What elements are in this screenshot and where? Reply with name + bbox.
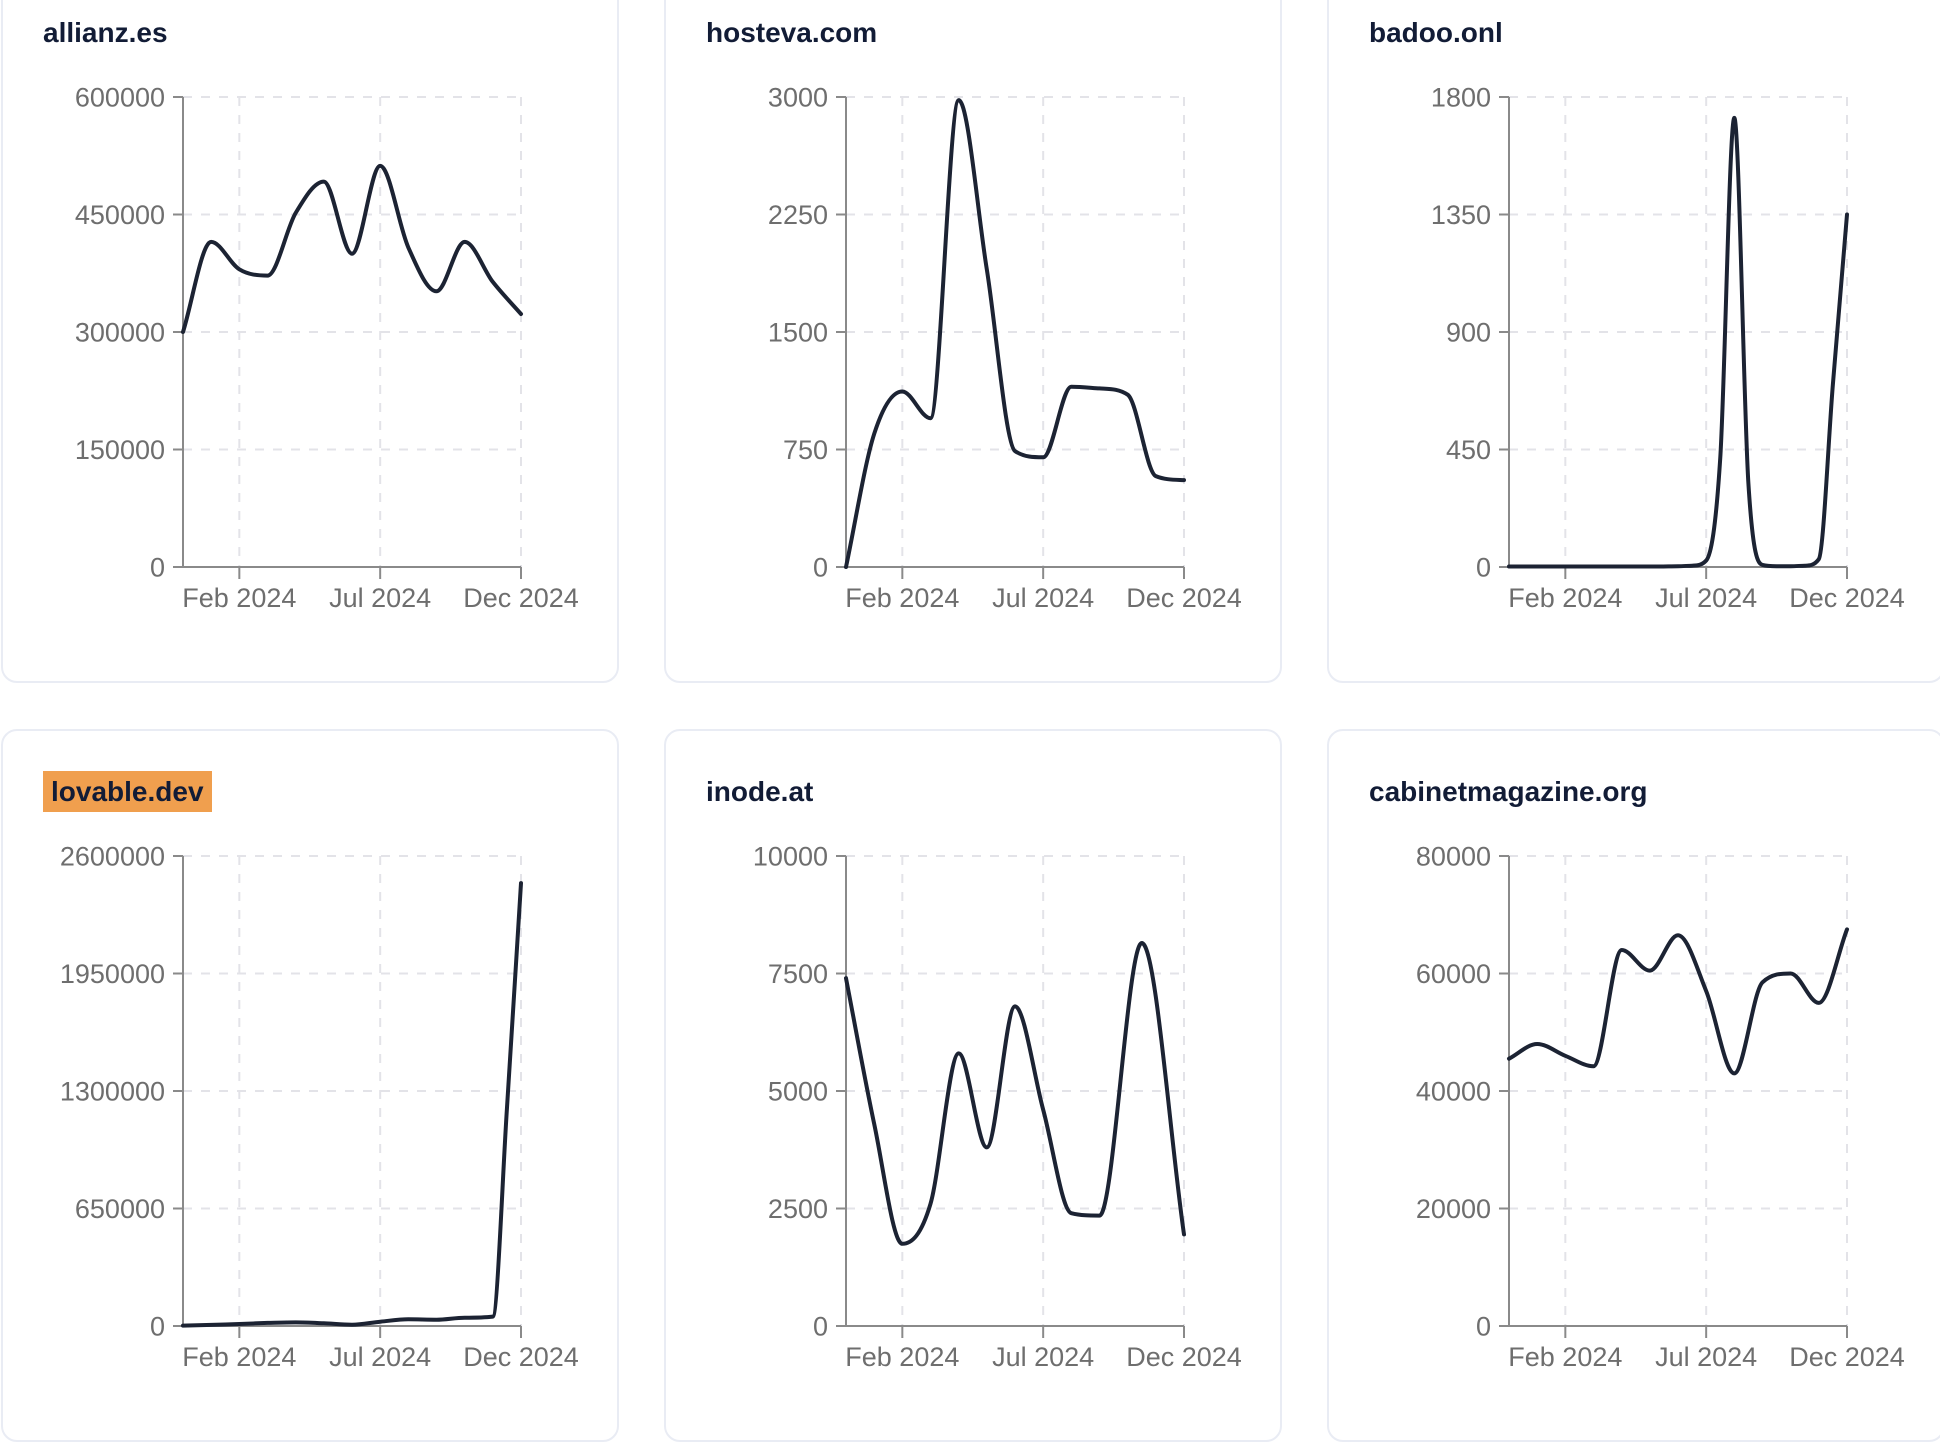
x-tick-label: Jul 2024 bbox=[329, 583, 431, 612]
x-tick-label: Feb 2024 bbox=[182, 1342, 296, 1371]
x-tick-label: Feb 2024 bbox=[1508, 583, 1622, 612]
x-tick-label: Dec 2024 bbox=[1126, 583, 1242, 612]
domain-title-text[interactable]: cabinetmagazine.org bbox=[1369, 776, 1648, 807]
y-tick-label: 1500 bbox=[768, 317, 828, 347]
traffic-line-chart: 0 650000 1300000 1950000 2600000 Feb 2024 Jul … bbox=[60, 841, 579, 1371]
y-tick-label: 60000 bbox=[1416, 959, 1491, 989]
y-tick-label: 0 bbox=[150, 552, 165, 582]
domain-title-text[interactable]: hosteva.com bbox=[706, 17, 878, 48]
x-tick-label: Feb 2024 bbox=[845, 1342, 959, 1371]
y-tick-label: 1800 bbox=[1431, 82, 1491, 112]
y-tick-label: 0 bbox=[1476, 552, 1491, 582]
y-tick-label: 0 bbox=[813, 1311, 828, 1341]
series-line bbox=[181, 163, 523, 334]
x-tick-label: Jul 2024 bbox=[992, 583, 1094, 612]
traffic-line-chart: 0 450 900 1350 1800 Feb 2024 Jul 2024 Dec 2024 bbox=[1431, 82, 1905, 612]
y-tick-label: 10000 bbox=[753, 841, 828, 871]
y-tick-label: 0 bbox=[150, 1311, 165, 1341]
y-tick-label: 1350 bbox=[1431, 200, 1491, 230]
y-tick-label: 300000 bbox=[75, 317, 165, 347]
x-tick-label: Dec 2024 bbox=[1789, 1342, 1905, 1371]
y-tick-label: 750 bbox=[783, 435, 828, 465]
domain-title-text[interactable]: lovable.dev bbox=[43, 771, 212, 812]
x-tick-label: Dec 2024 bbox=[463, 1342, 579, 1371]
x-tick-label: Jul 2024 bbox=[992, 1342, 1094, 1371]
x-tick-label: Dec 2024 bbox=[463, 583, 579, 612]
domain-card-badoo[interactable]: badoo.onl 0 450 900 1350 1800 Feb 2024 Jul 202… bbox=[1327, 0, 1940, 683]
domain-title: lovable.dev bbox=[43, 771, 212, 812]
series-line bbox=[1507, 115, 1849, 569]
y-tick-label: 650000 bbox=[75, 1194, 165, 1224]
traffic-line-chart: 0 20000 40000 60000 80000 Feb 2024 Jul 2024 Dec… bbox=[1416, 841, 1905, 1371]
domain-title: cabinetmagazine.org bbox=[1369, 775, 1648, 809]
series-line bbox=[181, 881, 523, 1328]
traffic-line-chart: 0 750 1500 2250 3000 Feb 2024 Jul 2024 Dec 2024 bbox=[768, 82, 1242, 612]
series-line bbox=[844, 941, 1186, 1246]
x-tick-label: Dec 2024 bbox=[1789, 583, 1905, 612]
y-tick-label: 0 bbox=[813, 552, 828, 582]
y-tick-label: 900 bbox=[1446, 317, 1491, 347]
y-tick-label: 2500 bbox=[768, 1194, 828, 1224]
traffic-line-chart: 0 2500 5000 7500 10000 Feb 2024 Jul 2024 Dec 20… bbox=[753, 841, 1242, 1371]
domain-title: badoo.onl bbox=[1369, 16, 1503, 50]
series-line bbox=[1507, 927, 1849, 1076]
domain-title-text[interactable]: allianz.es bbox=[43, 17, 168, 48]
domain-title: inode.at bbox=[706, 775, 813, 809]
y-tick-label: 450000 bbox=[75, 200, 165, 230]
y-tick-label: 450 bbox=[1446, 435, 1491, 465]
x-tick-label: Feb 2024 bbox=[845, 583, 959, 612]
y-tick-label: 40000 bbox=[1416, 1076, 1491, 1106]
x-tick-label: Jul 2024 bbox=[329, 1342, 431, 1371]
y-tick-label: 7500 bbox=[768, 959, 828, 989]
domain-card-lovable[interactable]: lovable.dev 0 650000 1300000 1950000 2600000… bbox=[1, 729, 619, 1442]
domain-title: hosteva.com bbox=[706, 16, 877, 50]
y-tick-label: 600000 bbox=[75, 82, 165, 112]
y-tick-label: 3000 bbox=[768, 82, 828, 112]
y-tick-label: 20000 bbox=[1416, 1194, 1491, 1224]
domain-title-text[interactable]: inode.at bbox=[706, 776, 814, 807]
x-tick-label: Feb 2024 bbox=[182, 583, 296, 612]
domain-card-allianz[interactable]: allianz.es 0 150000 300000 450000 600000 Feb … bbox=[1, 0, 619, 683]
x-tick-label: Jul 2024 bbox=[1655, 1342, 1757, 1371]
y-tick-label: 2250 bbox=[768, 200, 828, 230]
x-tick-label: Feb 2024 bbox=[1508, 1342, 1622, 1371]
domain-title: allianz.es bbox=[43, 16, 168, 50]
y-tick-label: 2600000 bbox=[60, 841, 165, 871]
domain-title-text[interactable]: badoo.onl bbox=[1369, 17, 1503, 48]
series-line bbox=[844, 98, 1186, 569]
domain-card-hosteva[interactable]: hosteva.com 0 750 1500 2250 3000 Feb 2024 Jul … bbox=[664, 0, 1282, 683]
domain-card-inode[interactable]: inode.at 0 2500 5000 7500 10000 Feb 2024 Jul 2… bbox=[664, 729, 1282, 1442]
y-tick-label: 0 bbox=[1476, 1311, 1491, 1341]
domain-card-cabinetmagazine[interactable]: cabinetmagazine.org 0 20000 40000 60000 8000… bbox=[1327, 729, 1940, 1442]
y-tick-label: 5000 bbox=[768, 1076, 828, 1106]
y-tick-label: 150000 bbox=[75, 435, 165, 465]
x-tick-label: Dec 2024 bbox=[1126, 1342, 1242, 1371]
traffic-line-chart: 0 150000 300000 450000 600000 Feb 2024 Jul 202… bbox=[75, 82, 579, 612]
y-tick-label: 1950000 bbox=[60, 959, 165, 989]
y-tick-label: 1300000 bbox=[60, 1076, 165, 1106]
y-tick-label: 80000 bbox=[1416, 841, 1491, 871]
x-tick-label: Jul 2024 bbox=[1655, 583, 1757, 612]
